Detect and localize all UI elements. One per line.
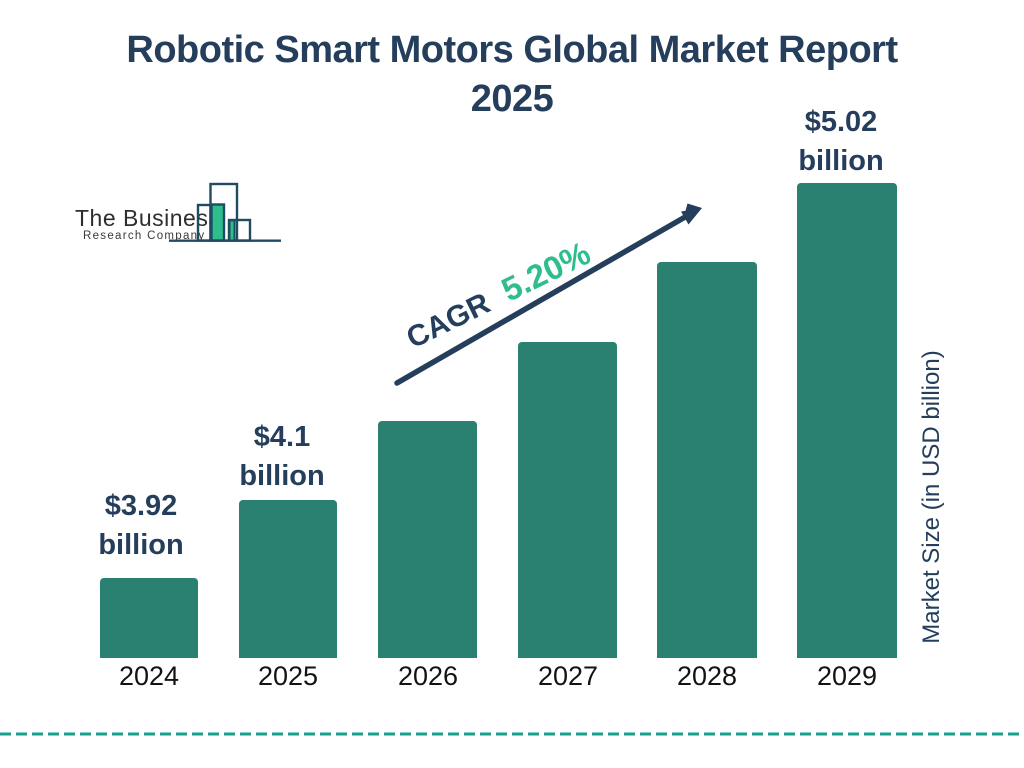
value-label-2029: $5.02 billion [761,103,921,181]
x-label-2028: 2028 [676,661,738,691]
value-label-2024-unit: billion [98,529,184,561]
x-label-2027: 2027 [537,661,599,691]
brand-logo: The Business Research Company [75,178,285,248]
value-label-2029-unit: billion [798,145,884,177]
logo-bar-chart-icon [169,182,281,242]
x-label-2029: 2029 [816,661,878,691]
value-label-2024: $3.92 billion [61,487,221,565]
value-label-2029-amount: $5.02 [804,106,878,138]
page-title-line-2: 2025 [470,78,554,120]
value-label-2025: $4.1 billion [202,418,362,496]
logo-company-subname: Research Company [83,230,206,242]
x-label-2026: 2026 [397,661,459,691]
bottom-dashed-divider [0,732,1024,736]
cagr-annotation: CAGR 5.20% [400,234,597,356]
value-label-2025-amount: $4.1 [253,421,311,453]
x-label-2025: 2025 [257,661,319,691]
bar-2025 [239,500,337,658]
page-title: Robotic Smart Motors Global Market Repor… [0,26,1024,124]
bar-2029 [797,183,897,658]
bar-2026 [378,421,477,658]
value-label-2024-amount: $3.92 [104,490,178,522]
x-label-2024: 2024 [118,661,180,691]
y-axis-label: Market Size (in USD billion) [918,350,945,644]
value-label-2025-unit: billion [239,460,325,492]
logo-company-name: The Business [75,205,221,231]
bar-2027 [518,342,617,658]
page-title-line-1: Robotic Smart Motors Global Market Repor… [126,29,898,71]
cagr-label: CAGR [401,286,496,356]
bar-2024 [100,578,198,658]
cagr-value: 5.20% [495,234,596,309]
bar-2028 [657,262,757,658]
